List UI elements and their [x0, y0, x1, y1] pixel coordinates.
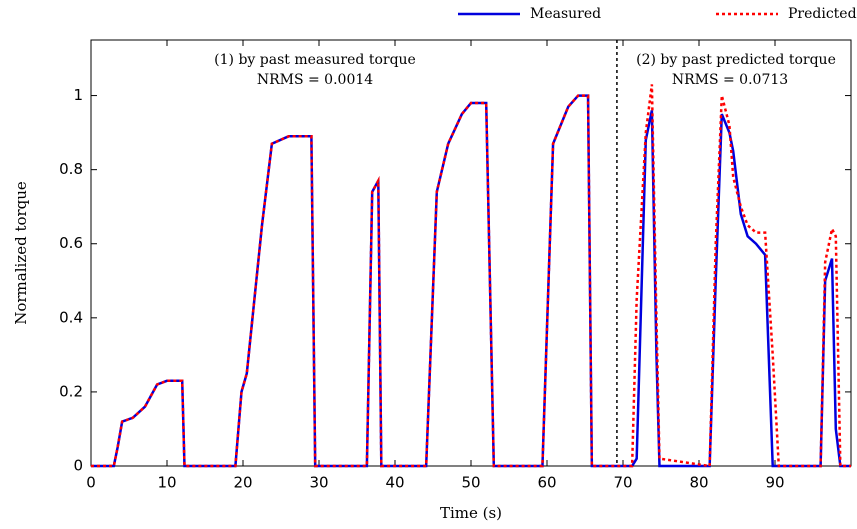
x-tick-label: 0 [86, 474, 96, 492]
x-tick-label: 90 [765, 474, 784, 492]
annotation: (1) by past measured torque [214, 52, 416, 68]
x-tick-label: 60 [537, 474, 556, 492]
x-tick-label: 40 [385, 474, 404, 492]
x-axis-label: Time (s) [440, 504, 502, 522]
y-tick-label: 0.6 [59, 234, 83, 252]
y-tick-label: 1 [73, 86, 83, 104]
x-tick-label: 10 [157, 474, 176, 492]
series-line [91, 84, 851, 468]
x-tick-label: 20 [233, 474, 252, 492]
x-tick-label: 70 [613, 474, 632, 492]
annotation: NRMS = 0.0713 [672, 72, 788, 88]
series-line [91, 94, 851, 468]
x-tick-label: 80 [689, 474, 708, 492]
y-tick-label: 0.2 [59, 382, 83, 400]
y-tick-label: 0.4 [59, 308, 83, 326]
y-tick-label: 0 [73, 457, 83, 475]
x-tick-label: 30 [309, 474, 328, 492]
x-tick-label: 50 [461, 474, 480, 492]
legend-label: Predicted [788, 6, 857, 22]
annotation: NRMS = 0.0014 [257, 72, 373, 88]
y-axis-label: Normalized torque [12, 181, 30, 325]
legend-label: Measured [530, 6, 601, 22]
y-tick-label: 0.8 [59, 160, 83, 178]
annotation: (2) by past predicted torque [636, 52, 836, 68]
